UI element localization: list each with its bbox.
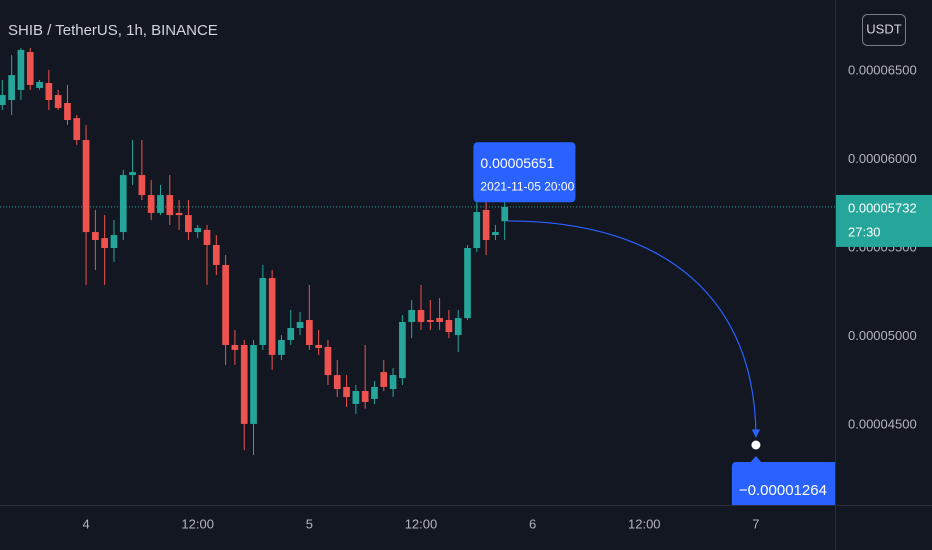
tooltip-time: 2021-11-05 20:00 [480, 179, 574, 193]
x-tick-label: 6 [529, 516, 536, 531]
candle-body [417, 309, 425, 322]
candle-body [194, 227, 202, 233]
candle-body [147, 195, 155, 213]
candle-body [119, 175, 127, 233]
candle-body [371, 386, 378, 399]
x-tick-label: 12:00 [405, 516, 438, 531]
annotation-point [751, 440, 761, 450]
candle-body [101, 238, 109, 248]
x-tick-label: 12:00 [628, 516, 661, 531]
candle-body [166, 195, 174, 216]
candle-body [259, 278, 267, 345]
candle-body [8, 75, 15, 101]
candle-body [157, 195, 164, 213]
candle-body [380, 372, 388, 387]
candle-body [333, 375, 341, 390]
candle-body [278, 340, 285, 355]
tooltip-price: 0.00005651 [480, 155, 554, 171]
candle-body [231, 344, 239, 350]
candle-body [296, 321, 304, 328]
currency-button-label[interactable]: USDT [866, 21, 901, 36]
candle-body [212, 244, 220, 265]
candle-body [129, 172, 136, 176]
candle-body [36, 81, 43, 88]
x-tick-label: 12:00 [181, 516, 214, 531]
candle-body [54, 95, 62, 108]
candle-body [305, 320, 313, 345]
candle-body [240, 344, 248, 424]
candle-body [175, 212, 183, 216]
candle-body [203, 229, 211, 245]
candle-body [26, 52, 34, 85]
annotation-pointer [749, 455, 762, 463]
candle-body [92, 232, 99, 241]
chart-title: SHIB / TetherUS, 1h, BINANCE [8, 22, 218, 39]
candle-body [17, 49, 25, 90]
candle-body [222, 264, 229, 345]
candle-body [389, 375, 397, 390]
x-tick-label: 4 [82, 516, 89, 531]
candle-body [268, 278, 276, 355]
annotation-arrow [507, 220, 761, 438]
candle-body [399, 321, 406, 379]
candle-body [492, 232, 499, 236]
x-tick-label: 5 [306, 516, 313, 531]
candle-body [454, 318, 462, 336]
candle-body [287, 327, 295, 341]
candle-body [250, 344, 257, 424]
currency-button[interactable] [862, 14, 906, 46]
candle-body [464, 247, 471, 319]
candle-body [110, 235, 118, 248]
candle-body [64, 103, 71, 121]
candle-body [501, 206, 509, 222]
y-tick-label: 0.00006500 [848, 62, 917, 77]
plot-area: −0.00001264 [0, 47, 835, 505]
candle-body [482, 209, 490, 241]
candle-body [352, 391, 360, 404]
y-tick-label: 0.00006000 [848, 151, 917, 166]
last-price-box [836, 194, 932, 247]
tooltip-box [473, 142, 576, 203]
countdown-label: 27:30 [848, 224, 881, 239]
candle-body [82, 140, 90, 233]
candle-body [445, 320, 453, 333]
annotation-box [731, 461, 835, 505]
candle-body [361, 391, 369, 402]
candle-body [473, 212, 481, 248]
y-tick-label: 0.00004500 [848, 416, 917, 431]
candle-body [138, 175, 146, 196]
candle-body [343, 386, 350, 398]
candle-body [426, 320, 434, 322]
y-tick-label: 0.00005000 [848, 328, 917, 343]
candle-body [408, 309, 416, 322]
candle-body [324, 346, 332, 376]
candle-body [185, 215, 192, 233]
last-price-label: 0.00005732 [848, 200, 917, 215]
candle-body [315, 344, 322, 348]
x-tick-label: 7 [752, 516, 759, 531]
annotation-label: −0.00001264 [739, 482, 827, 499]
candle-body [73, 118, 81, 141]
axes: 0.000045000.000050000.000055000.00006000… [82, 62, 916, 531]
candle-body [45, 83, 53, 101]
candle-body [436, 318, 443, 322]
candle-body [0, 95, 6, 105]
